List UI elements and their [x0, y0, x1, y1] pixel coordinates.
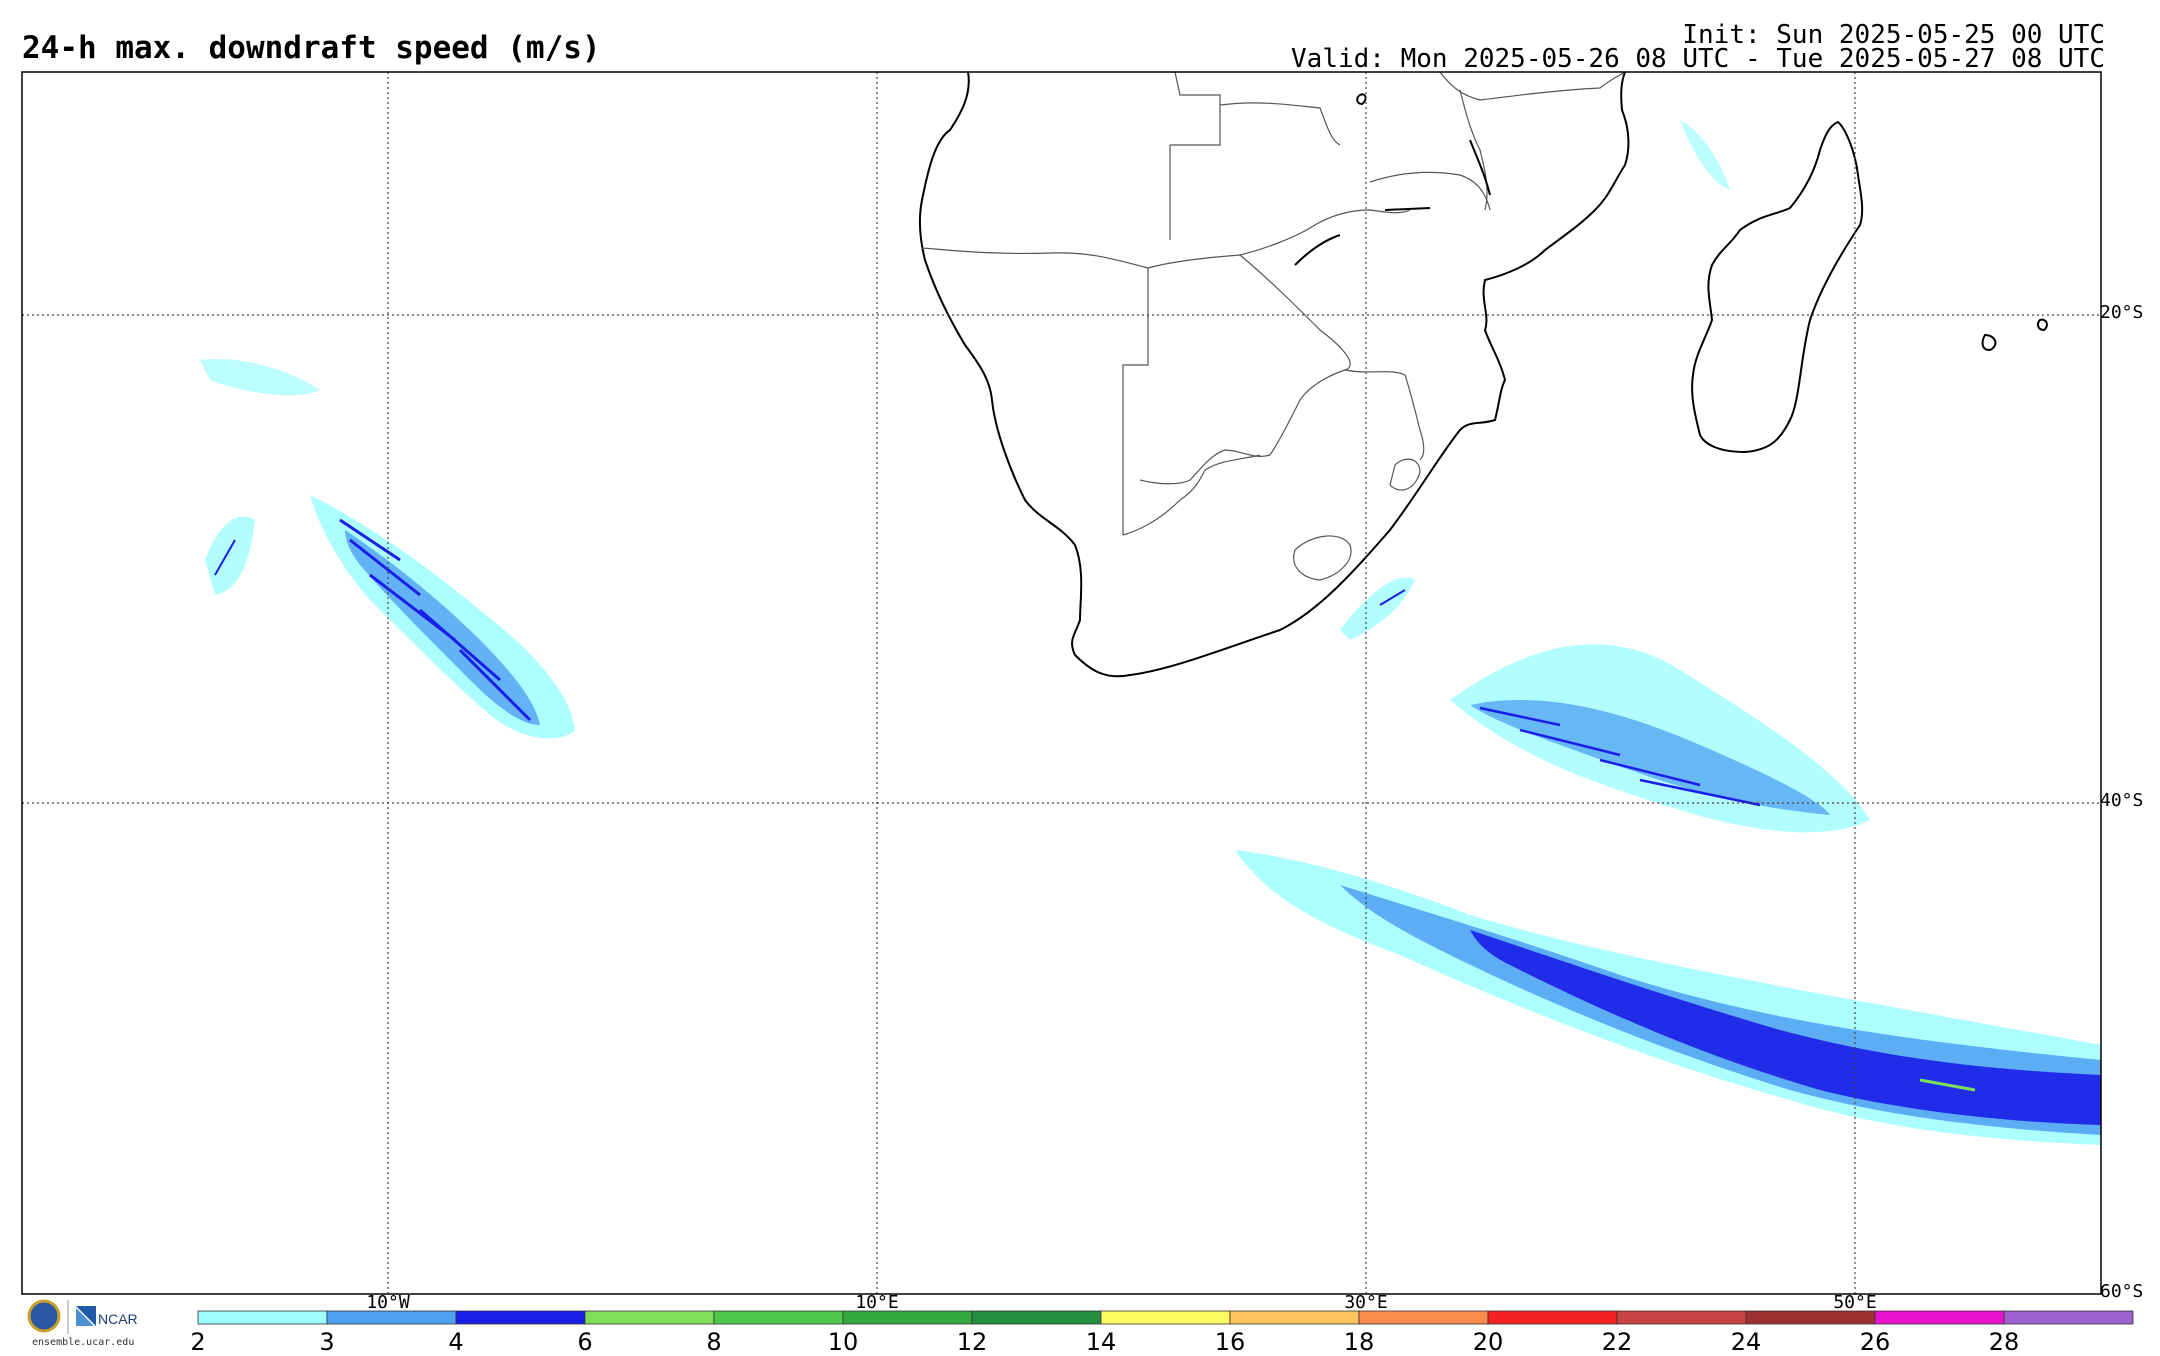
ncar-mark-icon: [76, 1306, 96, 1326]
downdraft-streak-east-coast: [1379, 589, 1406, 606]
init-time: Init: Sun 2025-05-25 00 UTC: [1682, 20, 2105, 50]
colorbar-swatch: [1229, 1310, 1360, 1325]
lon-label-50e: 50°E: [1833, 1292, 1877, 1313]
colorbar-swatch: [455, 1310, 586, 1325]
downdraft-patch-madagascar-north: [1680, 120, 1730, 190]
madagascar-coastline: [1691, 120, 1864, 454]
credit-url: ensemble.ucar.edu: [32, 1337, 135, 1348]
lon-label-10w: 10°W: [366, 1292, 410, 1313]
lake-cahora-bassa: [1384, 207, 1431, 211]
downdraft-patch-atlantic-west: [205, 516, 255, 595]
south-africa-north-border: [1122, 454, 1261, 536]
angola-namibia-border: [921, 247, 1241, 269]
colorbar-tick-label: 14: [1085, 1328, 1117, 1356]
downdraft-patch-east-coast: [1340, 577, 1415, 640]
nsf-ncar-logo: NCAR: [27, 1299, 138, 1334]
downdraft-patch-atlantic-core: [345, 530, 540, 725]
colorbar-tick-label: 28: [1988, 1328, 2020, 1356]
colorbar-tick-label: 6: [577, 1328, 593, 1356]
downdraft-streaks-atlantic: [339, 518, 532, 722]
mauritius: [1981, 333, 1997, 352]
lat-label-40s: 40°S: [2100, 790, 2144, 811]
colorbar-tick-label: 10: [827, 1328, 859, 1356]
drc-angola-border: [1174, 72, 1221, 105]
colorbar-swatch: [1616, 1310, 1747, 1325]
lat-label-20s: 20°S: [2100, 302, 2144, 323]
malawi: [1459, 89, 1488, 211]
country-borders: [921, 72, 1626, 581]
chart-title: 24-h max. downdraft speed (m/s): [22, 30, 601, 66]
downdraft-streak-atlantic-west: [214, 539, 236, 576]
colorbar-swatch: [1874, 1310, 2005, 1325]
colorbar-tick-label: 8: [706, 1328, 722, 1356]
downdraft-green-streak: [1919, 1078, 1976, 1092]
valid-time: Valid: Mon 2025-05-26 08 UTC - Tue 2025-…: [1291, 44, 2105, 74]
coastlines: [918, 72, 2048, 678]
colorbar-swatch: [584, 1310, 715, 1325]
zimbabwe-mozambique-border: [1344, 369, 1425, 461]
africa-coastline: [918, 72, 1630, 678]
colorbar-tick-label: 24: [1730, 1328, 1762, 1356]
lon-label-30e: 30°E: [1344, 1292, 1388, 1313]
colorbar-tick-label: 20: [1472, 1328, 1504, 1356]
lake-malawi: [1469, 139, 1491, 196]
colorbar-tick-label: 18: [1343, 1328, 1375, 1356]
tanzania-border: [1439, 72, 1626, 101]
downdraft-band-southern-ocean-core: [1470, 930, 2101, 1125]
eswatini: [1389, 458, 1421, 491]
mozambique-north-border: [1369, 171, 1491, 211]
colorbar-tick-label: 22: [1601, 1328, 1633, 1356]
colorbar-swatch: [1487, 1310, 1618, 1325]
colorbar-tick-label: 3: [319, 1328, 335, 1356]
zambia-zimbabwe-border: [1239, 209, 1411, 256]
colorbar-tick-label: 2: [190, 1328, 206, 1356]
lat-label-60s: 60°S: [2100, 1281, 2144, 1302]
map-frame: [21, 71, 2102, 1295]
zambia-border: [1169, 102, 1341, 240]
namibia-botswana-border: [1122, 268, 1149, 535]
colorbar-swatch: [2003, 1310, 2134, 1325]
downdraft-patch-south-madagascar-inner: [1470, 699, 1830, 815]
colorbar-tick-label: 26: [1859, 1328, 1891, 1356]
colorbar: [197, 1310, 2134, 1325]
ncar-wordmark: NCAR: [98, 1311, 138, 1327]
nsf-seal-icon: [27, 1299, 61, 1333]
colorbar-swatch: [971, 1310, 1102, 1325]
downdraft-patch-atlantic-north: [200, 359, 320, 396]
lake-bangweulu: [1356, 93, 1367, 106]
lakes: [1294, 93, 1491, 266]
lesotho: [1293, 535, 1352, 581]
colorbar-tick-label: 12: [956, 1328, 988, 1356]
lake-kariba: [1294, 234, 1341, 266]
colorbar-swatch: [713, 1310, 844, 1325]
colorbar-swatch: [197, 1310, 328, 1325]
lon-label-10e: 10°E: [855, 1292, 899, 1313]
colorbar-tick-label: 4: [448, 1328, 464, 1356]
downdraft-streaks-south-madagascar: [1479, 706, 1761, 807]
colorbar-swatch: [1100, 1310, 1231, 1325]
downdraft-field: [200, 120, 2101, 1145]
graticule: [22, 72, 2101, 1294]
reunion: [2036, 318, 2048, 332]
colorbar-tick-label: 16: [1214, 1328, 1246, 1356]
botswana-border: [1139, 254, 1351, 485]
